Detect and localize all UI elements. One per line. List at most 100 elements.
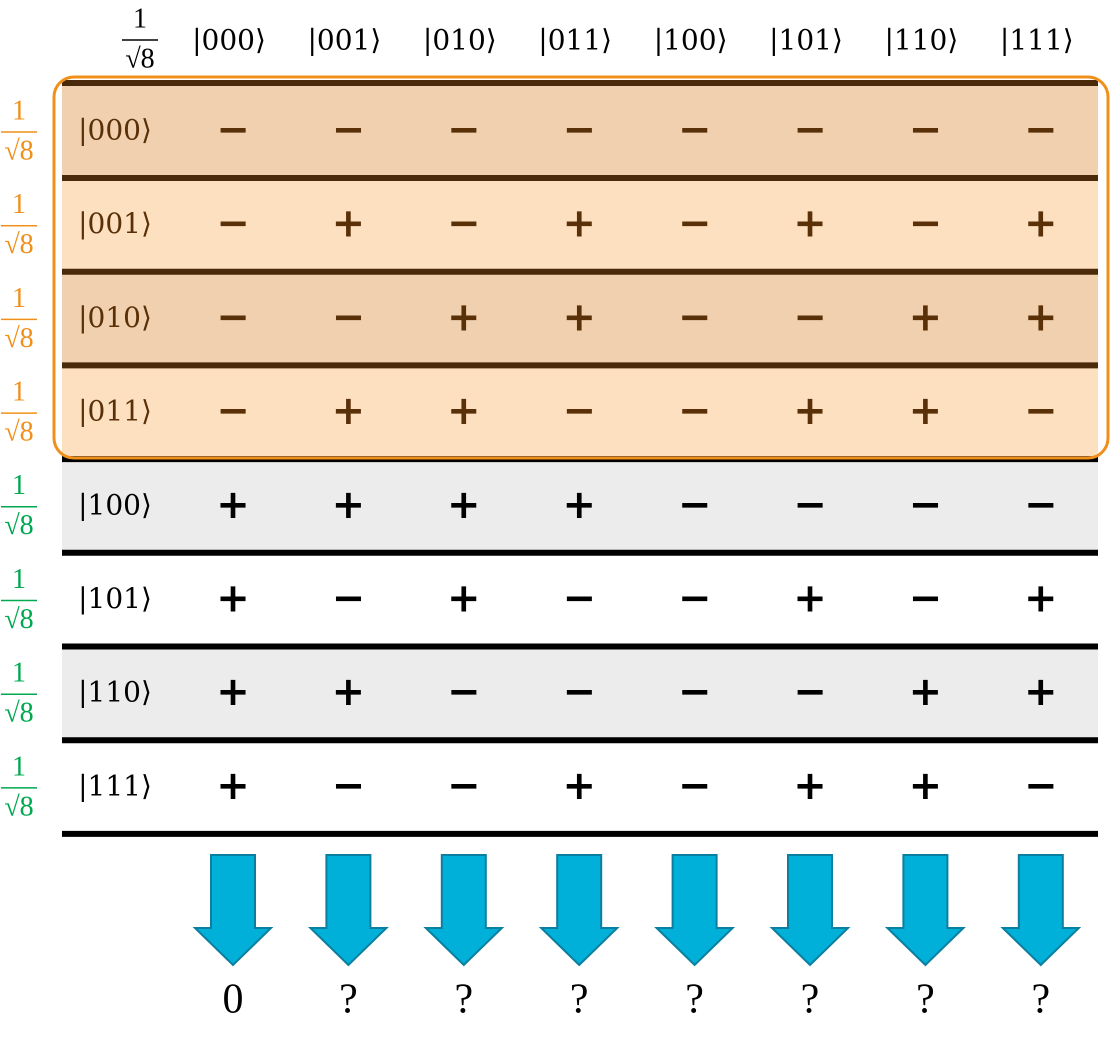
sign: − [562, 669, 596, 715]
column-label: |010⟩ [423, 24, 497, 57]
sign: + [447, 482, 481, 528]
fraction: 1√8 [1, 658, 37, 729]
arrow [307, 854, 389, 967]
sign: + [909, 669, 943, 715]
row-label: |011⟩ [78, 395, 152, 428]
row-background [62, 85, 1098, 179]
fraction-denominator: √8 [4, 417, 33, 448]
sign: − [678, 388, 712, 434]
sign: − [332, 107, 366, 153]
arrow [538, 854, 620, 967]
sign: + [216, 763, 250, 809]
sign: + [332, 388, 366, 434]
sign: − [1024, 763, 1058, 809]
row-label: |001⟩ [78, 207, 152, 240]
fraction: 1√8 [122, 3, 158, 74]
fraction-denominator: √8 [4, 135, 33, 166]
row-background [62, 366, 1098, 461]
sign: − [447, 763, 481, 809]
fraction-denominator: √8 [4, 791, 33, 822]
sign: + [562, 294, 596, 340]
row-label: |110⟩ [78, 676, 152, 709]
row-background [62, 647, 1098, 742]
fraction-numerator: 1 [12, 189, 26, 220]
result: ? [1031, 977, 1050, 1023]
sign: + [909, 763, 943, 809]
sign: − [1024, 388, 1058, 434]
fraction-numerator: 1 [12, 658, 26, 689]
sign: + [216, 669, 250, 715]
column-label: |000⟩ [192, 24, 266, 57]
sign: − [793, 669, 827, 715]
fraction: 1√8 [1, 470, 37, 541]
sign: − [447, 107, 481, 153]
result: ? [685, 977, 704, 1023]
sign: + [909, 294, 943, 340]
arrow [1000, 854, 1082, 967]
sign: + [1024, 576, 1058, 622]
sign: + [562, 482, 596, 528]
sign: − [332, 294, 366, 340]
fraction: 1√8 [1, 564, 37, 635]
column-label: |110⟩ [884, 24, 958, 57]
fraction-numerator: 1 [12, 470, 26, 501]
fraction-denominator: √8 [125, 43, 154, 74]
fraction-denominator: √8 [4, 510, 33, 541]
fraction-denominator: √8 [4, 323, 33, 354]
arrow [423, 854, 505, 967]
sign: − [216, 388, 250, 434]
sign: − [793, 294, 827, 340]
fraction-numerator: 1 [12, 377, 26, 408]
sign: + [332, 669, 366, 715]
sign: − [562, 107, 596, 153]
arrow [192, 854, 274, 967]
row-label: |111⟩ [78, 769, 152, 802]
sign: − [678, 201, 712, 247]
sign: + [447, 388, 481, 434]
sign: − [562, 388, 596, 434]
sign: + [332, 482, 366, 528]
column-label: |001⟩ [307, 24, 381, 57]
fraction: 1√8 [1, 751, 37, 822]
row-background [62, 459, 1098, 554]
sign: − [447, 201, 481, 247]
sign: + [562, 201, 596, 247]
sign: + [216, 482, 250, 528]
sign: − [678, 763, 712, 809]
sign: − [1024, 482, 1058, 528]
sign: − [678, 107, 712, 153]
fraction-numerator: 1 [12, 564, 26, 595]
sign: − [909, 201, 943, 247]
sign: − [1024, 107, 1058, 153]
sign: − [909, 107, 943, 153]
sign: − [332, 763, 366, 809]
fraction-numerator: 1 [133, 3, 147, 34]
sign: − [793, 482, 827, 528]
row-label: |010⟩ [78, 301, 152, 334]
sign: − [678, 669, 712, 715]
sign: + [1024, 669, 1058, 715]
row-background [62, 740, 1098, 835]
column-label: |011⟩ [538, 24, 612, 57]
sign: + [447, 294, 481, 340]
row-background [62, 553, 1098, 648]
fraction: 1√8 [1, 283, 37, 354]
fraction-numerator: 1 [12, 95, 26, 126]
row-label: |100⟩ [78, 488, 152, 521]
sign: + [793, 576, 827, 622]
column-label: |100⟩ [654, 24, 728, 57]
row-label: |101⟩ [78, 582, 152, 615]
sign: + [1024, 294, 1058, 340]
sign: + [909, 388, 943, 434]
sign: + [216, 576, 250, 622]
fraction: 1√8 [1, 377, 37, 448]
sign: − [216, 201, 250, 247]
result: ? [801, 977, 820, 1023]
sign: + [332, 201, 366, 247]
fraction-numerator: 1 [12, 751, 26, 782]
sign: − [447, 669, 481, 715]
column-label: |111⟩ [1000, 24, 1074, 57]
sign: − [216, 107, 250, 153]
result: ? [916, 977, 935, 1023]
